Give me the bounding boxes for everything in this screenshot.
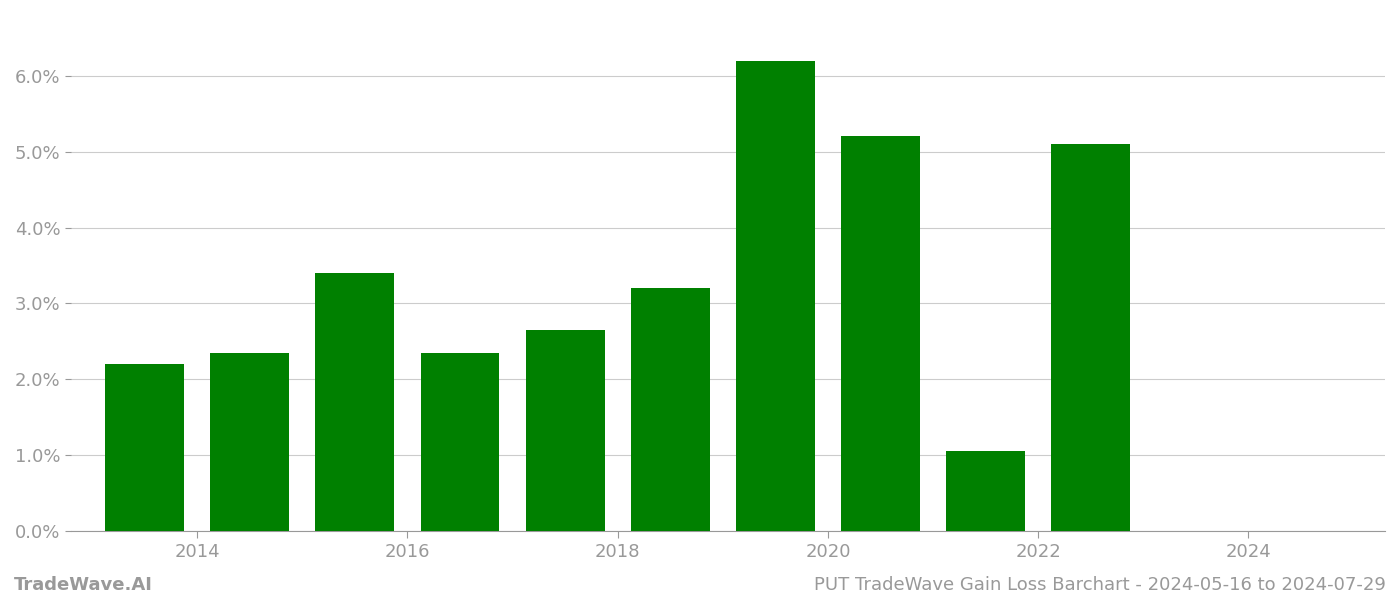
Bar xyxy=(525,330,605,531)
Text: PUT TradeWave Gain Loss Barchart - 2024-05-16 to 2024-07-29: PUT TradeWave Gain Loss Barchart - 2024-… xyxy=(815,576,1386,594)
Bar xyxy=(946,451,1025,531)
Bar xyxy=(210,353,290,531)
Bar xyxy=(736,61,815,531)
Text: TradeWave.AI: TradeWave.AI xyxy=(14,576,153,594)
Bar xyxy=(631,288,710,531)
Bar xyxy=(1051,144,1130,531)
Bar xyxy=(315,273,395,531)
Bar xyxy=(420,353,500,531)
Bar xyxy=(105,364,183,531)
Bar xyxy=(841,136,920,531)
